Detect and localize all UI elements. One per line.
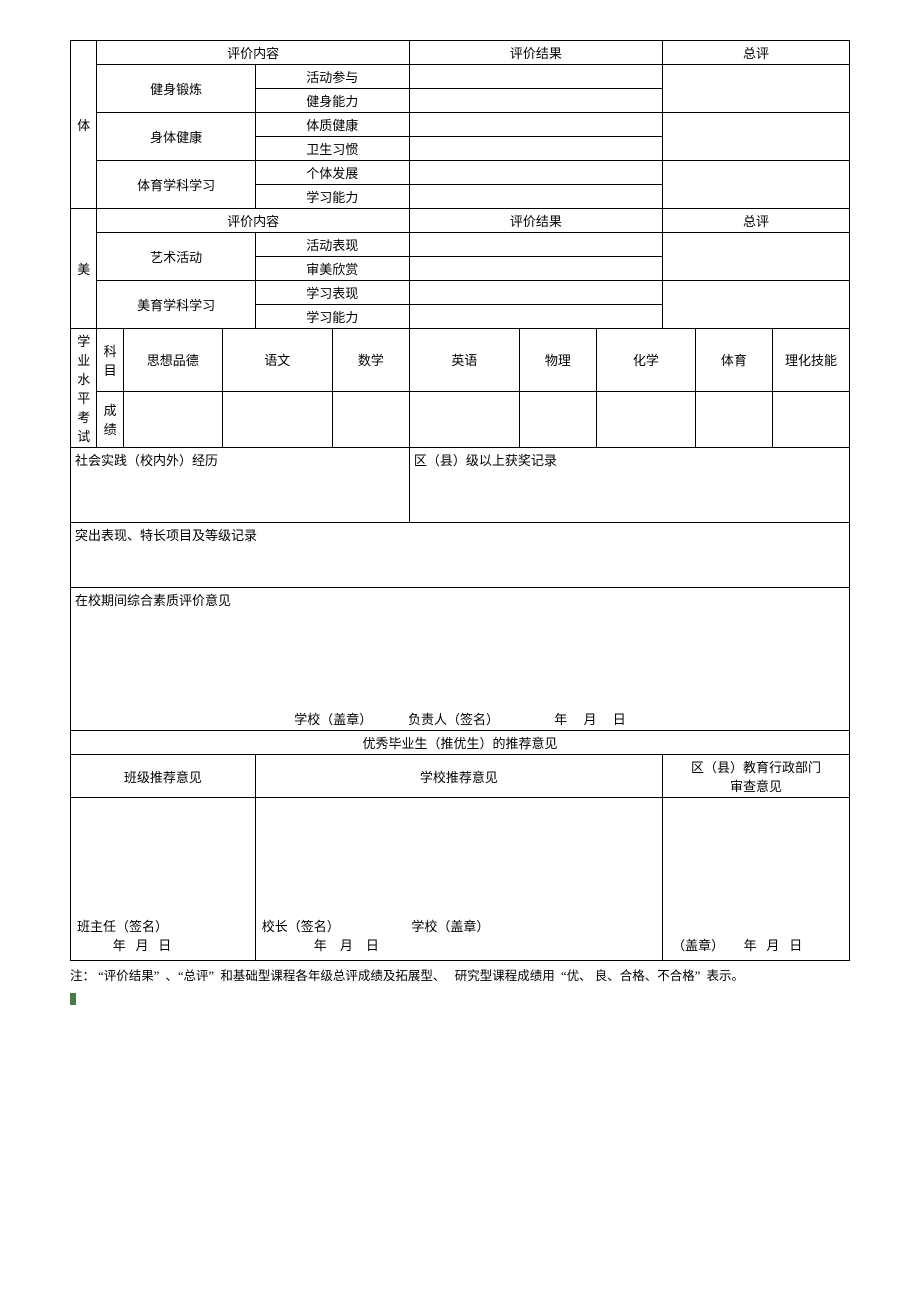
school-seal-label: 学校（盖章） bbox=[411, 919, 489, 934]
ti-result-0-0[interactable] bbox=[409, 65, 662, 89]
section-ti-label: 体 bbox=[71, 41, 97, 209]
rec-admin-header: 区（县）教育行政部门审查意见 bbox=[662, 755, 849, 798]
mei-result-1-1[interactable] bbox=[409, 305, 662, 329]
ti-result-0-1[interactable] bbox=[409, 89, 662, 113]
ti-result-2-1[interactable] bbox=[409, 185, 662, 209]
rec-class-sign[interactable]: 班主任（签名） 年 月 日 bbox=[71, 798, 256, 961]
exam-score-0[interactable] bbox=[123, 391, 222, 447]
ti-item-1-0: 体质健康 bbox=[255, 113, 409, 137]
recommend-title: 优秀毕业生（推优生）的推荐意见 bbox=[71, 731, 850, 755]
cursor-icon bbox=[70, 993, 76, 1005]
exam-label: 学业水平考试 bbox=[71, 329, 97, 448]
ti-result-2-0[interactable] bbox=[409, 161, 662, 185]
exam-subject-7: 理化技能 bbox=[772, 329, 849, 392]
ti-item-0-0: 活动参与 bbox=[255, 65, 409, 89]
exam-row-subject: 科目 bbox=[97, 329, 123, 392]
rec-school-header: 学校推荐意见 bbox=[255, 755, 662, 798]
exam-score-7[interactable] bbox=[772, 391, 849, 447]
exam-subject-3: 英语 bbox=[409, 329, 519, 392]
seal-label: （盖章） bbox=[672, 938, 724, 953]
awards-cell[interactable]: 区（县）级以上获奖记录 bbox=[409, 448, 849, 523]
mei-item-1-0: 学习表现 bbox=[255, 281, 409, 305]
awards-label: 区（县）级以上获奖记录 bbox=[414, 453, 557, 468]
exam-score-4[interactable] bbox=[519, 391, 596, 447]
headteacher-sign-label: 班主任（签名） bbox=[77, 919, 168, 934]
social-practice-cell[interactable]: 社会实践（校内外）经历 bbox=[71, 448, 410, 523]
mei-result-0-1[interactable] bbox=[409, 257, 662, 281]
ti-item-1-1: 卫生习惯 bbox=[255, 137, 409, 161]
section-mei-label: 美 bbox=[71, 209, 97, 329]
overall-sign-line: 学校（盖章） 负责人（签名） 年 月 日 bbox=[75, 709, 845, 728]
social-practice-label: 社会实践（校内外）经历 bbox=[75, 453, 218, 468]
ti-result-1-1[interactable] bbox=[409, 137, 662, 161]
outstanding-cell[interactable]: 突出表现、特长项目及等级记录 bbox=[71, 523, 850, 588]
exam-subject-2: 数学 bbox=[332, 329, 409, 392]
ti-overall-2[interactable] bbox=[662, 161, 849, 209]
ti-item-2-0: 个体发展 bbox=[255, 161, 409, 185]
principal-sign-label: 校长（签名） bbox=[262, 919, 340, 934]
mei-group-1: 美育学科学习 bbox=[97, 281, 255, 329]
exam-score-1[interactable] bbox=[222, 391, 332, 447]
ti-header-overall: 总评 bbox=[662, 41, 849, 65]
rec-admin-sign[interactable]: （盖章） 年 月 日 bbox=[662, 798, 849, 961]
mei-item-0-1: 审美欣赏 bbox=[255, 257, 409, 281]
mei-group-0: 艺术活动 bbox=[97, 233, 255, 281]
mei-result-0-0[interactable] bbox=[409, 233, 662, 257]
exam-score-2[interactable] bbox=[332, 391, 409, 447]
mei-result-1-0[interactable] bbox=[409, 281, 662, 305]
ti-group-0: 健身锻炼 bbox=[97, 65, 255, 113]
exam-row-score: 成绩 bbox=[97, 391, 123, 447]
exam-subject-6: 体育 bbox=[695, 329, 772, 392]
rec-school-sign[interactable]: 校长（签名） 学校（盖章） 年 月 日 bbox=[255, 798, 662, 961]
ti-group-1: 身体健康 bbox=[97, 113, 255, 161]
exam-score-5[interactable] bbox=[596, 391, 695, 447]
ti-overall-1[interactable] bbox=[662, 113, 849, 161]
ti-result-1-0[interactable] bbox=[409, 113, 662, 137]
mei-header-content: 评价内容 bbox=[97, 209, 409, 233]
exam-subject-5: 化学 bbox=[596, 329, 695, 392]
mei-item-0-0: 活动表现 bbox=[255, 233, 409, 257]
ti-group-2: 体育学科学习 bbox=[97, 161, 255, 209]
exam-subject-0: 思想品德 bbox=[123, 329, 222, 392]
ti-item-2-1: 学习能力 bbox=[255, 185, 409, 209]
mei-overall-0[interactable] bbox=[662, 233, 849, 281]
ti-item-0-1: 健身能力 bbox=[255, 89, 409, 113]
overall-opinion-label: 在校期间综合素质评价意见 bbox=[75, 590, 845, 609]
overall-opinion-cell[interactable]: 在校期间综合素质评价意见 学校（盖章） 负责人（签名） 年 月 日 bbox=[71, 588, 850, 731]
ti-header-result: 评价结果 bbox=[409, 41, 662, 65]
rec-class-header: 班级推荐意见 bbox=[71, 755, 256, 798]
mei-overall-1[interactable] bbox=[662, 281, 849, 329]
mei-item-1-1: 学习能力 bbox=[255, 305, 409, 329]
exam-subject-1: 语文 bbox=[222, 329, 332, 392]
ti-overall-0[interactable] bbox=[662, 65, 849, 113]
exam-score-6[interactable] bbox=[695, 391, 772, 447]
mei-header-overall: 总评 bbox=[662, 209, 849, 233]
outstanding-label: 突出表现、特长项目及等级记录 bbox=[75, 528, 257, 543]
ti-header-content: 评价内容 bbox=[97, 41, 409, 65]
exam-score-3[interactable] bbox=[409, 391, 519, 447]
form-page: 体 评价内容 评价结果 总评 健身锻炼 活动参与 健身能力 身体健康 体质健康 … bbox=[70, 40, 850, 1006]
main-table: 体 评价内容 评价结果 总评 健身锻炼 活动参与 健身能力 身体健康 体质健康 … bbox=[70, 40, 850, 961]
exam-subject-4: 物理 bbox=[519, 329, 596, 392]
footnote: 注： “评价结果” 、“总评” 和基础型课程各年级总评成绩及拓展型、 研究型课程… bbox=[70, 965, 850, 984]
mei-header-result: 评价结果 bbox=[409, 209, 662, 233]
